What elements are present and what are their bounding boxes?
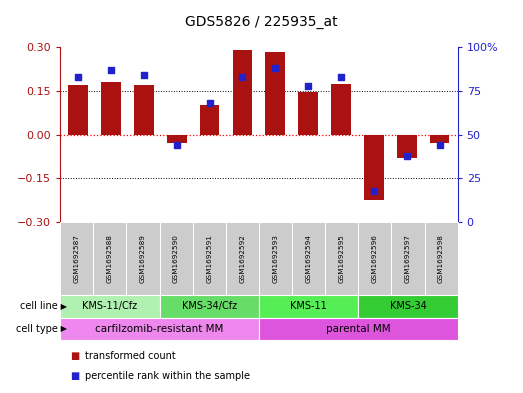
Bar — [266, 51, 285, 134]
Point — [435, 142, 444, 148]
Text: ■: ■ — [71, 351, 80, 361]
Point — [140, 72, 148, 78]
Bar — [233, 50, 252, 134]
Point — [238, 74, 247, 80]
Point — [206, 100, 214, 106]
Text: cell line: cell line — [20, 301, 58, 311]
Text: GDS5826 / 225935_at: GDS5826 / 225935_at — [185, 15, 338, 29]
Bar — [69, 85, 88, 134]
Bar — [134, 85, 154, 134]
Text: percentile rank within the sample: percentile rank within the sample — [85, 371, 250, 381]
Text: GSM1692592: GSM1692592 — [240, 234, 245, 283]
Bar — [430, 134, 449, 143]
Text: GSM1692590: GSM1692590 — [173, 234, 179, 283]
Point — [403, 152, 411, 159]
Bar — [364, 134, 384, 200]
Point — [107, 67, 115, 73]
Bar — [200, 105, 220, 134]
Text: GSM1692594: GSM1692594 — [305, 234, 312, 283]
Bar — [167, 134, 187, 143]
Text: KMS-34/Cfz: KMS-34/Cfz — [181, 301, 237, 311]
Text: GSM1692595: GSM1692595 — [339, 234, 345, 283]
Text: GSM1692587: GSM1692587 — [74, 234, 79, 283]
Text: ▶: ▶ — [58, 325, 67, 333]
Bar — [331, 84, 351, 134]
Text: parental MM: parental MM — [326, 324, 391, 334]
Text: GSM1692596: GSM1692596 — [372, 234, 378, 283]
Text: cell type: cell type — [16, 324, 58, 334]
Text: KMS-11/Cfz: KMS-11/Cfz — [82, 301, 138, 311]
Point — [173, 142, 181, 148]
Text: GSM1692591: GSM1692591 — [206, 234, 212, 283]
Text: ▶: ▶ — [58, 302, 67, 310]
Text: KMS-34: KMS-34 — [390, 301, 426, 311]
Text: ■: ■ — [71, 371, 80, 381]
Text: GSM1692593: GSM1692593 — [272, 234, 278, 283]
Text: carfilzomib-resistant MM: carfilzomib-resistant MM — [95, 324, 224, 334]
Text: transformed count: transformed count — [85, 351, 176, 361]
Text: KMS-11: KMS-11 — [290, 301, 327, 311]
Text: GSM1692598: GSM1692598 — [438, 234, 444, 283]
Bar — [101, 82, 121, 134]
Text: GSM1692588: GSM1692588 — [107, 234, 113, 283]
Point — [304, 83, 312, 89]
Text: GSM1692597: GSM1692597 — [405, 234, 411, 283]
Text: GSM1692589: GSM1692589 — [140, 234, 146, 283]
Bar — [397, 134, 416, 158]
Bar — [298, 92, 318, 134]
Point — [271, 65, 279, 71]
Point — [74, 74, 83, 80]
Point — [337, 74, 345, 80]
Point — [370, 187, 378, 194]
